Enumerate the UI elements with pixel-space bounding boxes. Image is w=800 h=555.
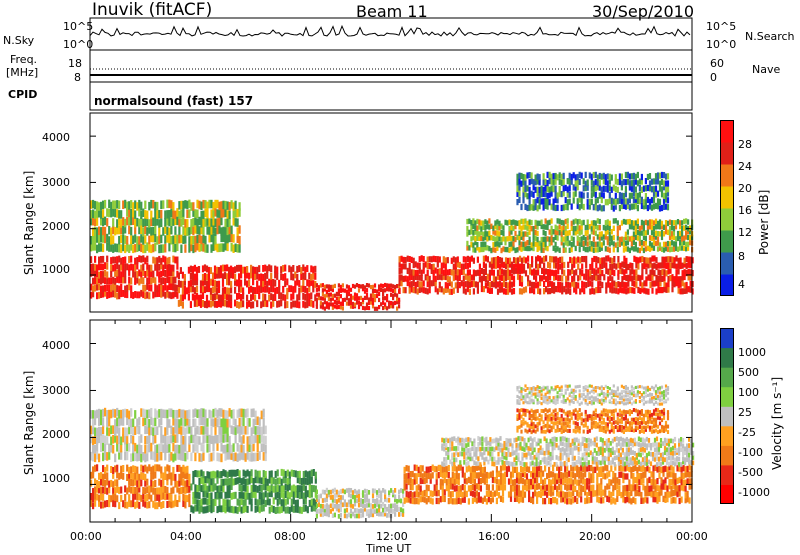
cb-swatch-1: [720, 465, 734, 485]
vel-cb-tick-100: 100: [738, 386, 759, 399]
echo-band-3: [404, 464, 693, 504]
echo-band-1: [190, 469, 317, 514]
velocity-ytick-4000: 4000: [42, 339, 70, 352]
power-ytick-2000: 2000: [42, 220, 70, 233]
power-echoes: [90, 172, 694, 311]
velocity-ytick-1000: 1000: [42, 472, 70, 485]
xtick-2400: 00:00: [676, 530, 708, 543]
velocity-ytick-2000: 2000: [42, 428, 70, 441]
echo-band-4: [90, 200, 241, 254]
power-cb-label: Power [dB]: [757, 190, 771, 255]
power-cb-tick-4: 4: [738, 278, 745, 291]
echo-band-5: [466, 218, 693, 253]
cb-swatch-0: [720, 274, 734, 296]
strip-frames: [90, 18, 692, 110]
echo-band-2: [316, 283, 400, 311]
vel-cb-tick-neg100: -100: [738, 446, 763, 459]
echo-band-6: [516, 172, 669, 212]
xtick-0000: 00:00: [70, 530, 102, 543]
xtick-0800: 08:00: [274, 530, 306, 543]
cb-swatch-8: [720, 328, 734, 348]
vel-cb-tick-500: 500: [738, 366, 759, 379]
echo-band-3: [399, 255, 694, 295]
power-cb-tick-28: 28: [738, 138, 752, 151]
power-cb-tick-12: 12: [738, 226, 752, 239]
velocity-ylabel: Slant Range [km]: [22, 371, 36, 475]
cb-swatch-7: [720, 348, 734, 368]
power-ytick-4000: 4000: [42, 131, 70, 144]
power-ytick-3000: 3000: [42, 176, 70, 189]
vel-cb-tick-1000: 1000: [738, 346, 766, 359]
nsky-trace: [90, 26, 690, 36]
freq-frame: [90, 50, 692, 82]
echo-band-5: [441, 436, 694, 467]
power-cb-tick-24: 24: [738, 160, 752, 173]
cb-swatch-3: [720, 208, 734, 231]
cpid-frame: [90, 82, 692, 110]
xtick-0400: 04:00: [170, 530, 202, 543]
velocity-cb-label: Velocity [m s⁻¹]: [770, 377, 784, 470]
power-cb-tick-8: 8: [738, 250, 745, 263]
echo-band-6: [516, 408, 669, 434]
vel-cb-tick-neg500: -500: [738, 466, 763, 479]
cb-swatch-4: [720, 406, 734, 426]
vel-cb-tick-neg1000: -1000: [738, 486, 770, 499]
cb-swatch-5: [720, 164, 734, 187]
velocity-colorbar: [720, 328, 734, 504]
vel-cb-tick-25: 25: [738, 406, 752, 419]
echo-band-0: [90, 255, 179, 299]
cb-swatch-7: [720, 120, 734, 143]
cb-swatch-4: [720, 186, 734, 209]
echo-band-1: [178, 264, 317, 308]
xtick-2000: 20:00: [579, 530, 611, 543]
cb-swatch-0: [720, 484, 734, 504]
xtick-1600: 16:00: [478, 530, 510, 543]
power-ytick-1000: 1000: [42, 263, 70, 276]
echo-band-0: [90, 464, 191, 509]
cb-swatch-6: [720, 142, 734, 165]
echo-band-4: [90, 408, 267, 463]
power-cb-tick-16: 16: [738, 204, 752, 217]
echo-band-7: [516, 384, 669, 406]
power-colorbar: [720, 120, 734, 296]
velocity-ytick-3000: 3000: [42, 384, 70, 397]
power-cb-tick-20: 20: [738, 182, 752, 195]
velocity-echoes: [90, 384, 694, 518]
cb-swatch-6: [720, 367, 734, 387]
cb-swatch-5: [720, 387, 734, 407]
cb-swatch-1: [720, 252, 734, 275]
cb-swatch-3: [720, 426, 734, 446]
cb-swatch-2: [720, 445, 734, 465]
vel-cb-tick-neg25: -25: [738, 426, 756, 439]
xaxis-label: Time UT: [366, 542, 411, 555]
cb-swatch-2: [720, 230, 734, 253]
power-ylabel: Slant Range [km]: [22, 171, 36, 275]
